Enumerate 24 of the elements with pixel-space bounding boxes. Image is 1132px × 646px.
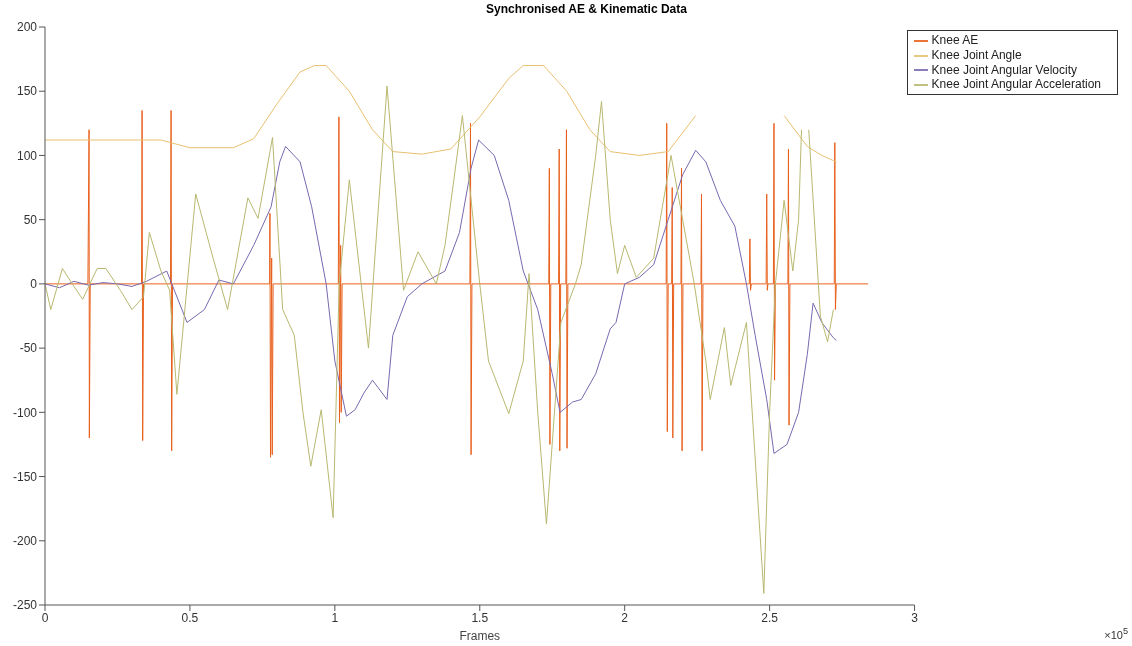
y-tick-label: -100 (12, 405, 38, 420)
x-tick-label: 0 (41, 610, 49, 625)
legend-label: Knee Joint Angular Acceleration (931, 77, 1101, 92)
x-tick-label: 1.5 (471, 610, 489, 625)
y-tick-label: -150 (12, 469, 38, 484)
y-tick-label: -200 (12, 534, 38, 549)
legend-label: Knee Joint Angular Velocity (931, 62, 1077, 77)
y-tick-label: 0 (30, 277, 38, 292)
x-tick-label: 1 (331, 610, 339, 625)
y-tick-label: 100 (16, 148, 38, 163)
legend-label: Knee Joint Angle (931, 47, 1022, 62)
y-tick-label: 200 (16, 20, 38, 35)
x-axis-title: Frames (459, 629, 501, 643)
x-tick-label: 2 (621, 610, 629, 625)
y-tick-label: -50 (19, 341, 38, 356)
chart-title: Synchronised AE & Kinematic Data (485, 2, 688, 16)
text: ×10$^{5}$ (1104, 626, 1128, 641)
legend-label: Knee AE (931, 33, 979, 47)
x-tick-label: 2.5 (761, 610, 779, 625)
x-tick-label: 0.5 (181, 610, 199, 625)
y-tick-label: 50 (23, 212, 38, 227)
y-tick-label: 150 (16, 84, 38, 99)
x-tick-label: 3 (911, 610, 919, 625)
y-tick-label: -250 (12, 598, 38, 613)
